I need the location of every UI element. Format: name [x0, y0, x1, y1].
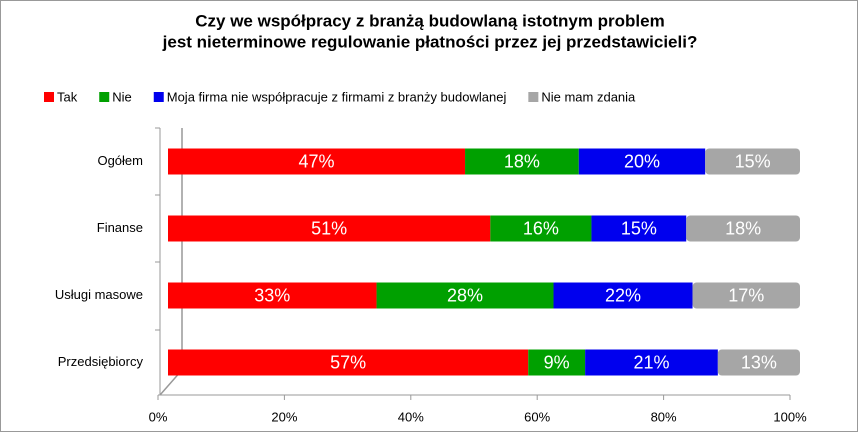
- bar-segment: [465, 148, 579, 175]
- value-label: 20%: [624, 151, 660, 171]
- chart-title: Czy we współpracy z branżą budowlaną ist…: [195, 11, 664, 30]
- bar-segment: [490, 215, 592, 242]
- y-tick-label: Finanse: [97, 220, 143, 235]
- legend-swatch: [528, 92, 539, 102]
- legend-swatch: [153, 92, 164, 102]
- legend-label: Nie mam zdania: [541, 89, 636, 104]
- x-tick-label: 20%: [271, 409, 297, 424]
- value-label: 21%: [633, 352, 669, 372]
- value-label: 57%: [330, 352, 366, 372]
- bar-segment: [578, 148, 706, 175]
- value-label: 13%: [741, 352, 777, 372]
- value-label: 22%: [605, 285, 641, 305]
- value-label: 16%: [523, 218, 559, 238]
- x-tick-label: 0%: [149, 409, 168, 424]
- bar-segment: [168, 215, 491, 242]
- bar-segment: [686, 215, 800, 242]
- bar-segment: [717, 349, 800, 376]
- bar-segment: [376, 282, 554, 309]
- x-tick-label: 80%: [651, 409, 677, 424]
- bar-segment: [168, 282, 377, 309]
- value-label: 17%: [728, 285, 764, 305]
- bar-segment: [705, 148, 800, 175]
- bar-segment: [168, 349, 529, 376]
- legend-swatch: [44, 92, 54, 102]
- x-tick-label: 100%: [773, 409, 807, 424]
- bar-segment: [168, 148, 466, 175]
- value-label: 18%: [725, 218, 761, 238]
- chart-title: jest nieterminowe regulowanie płatności …: [162, 32, 698, 51]
- bar-segment: [591, 215, 687, 242]
- bar-segment: [553, 282, 693, 309]
- value-label: 15%: [621, 218, 657, 238]
- x-tick-label: 60%: [524, 409, 550, 424]
- bar-segment: [528, 349, 586, 376]
- legend-label: Nie: [112, 89, 132, 104]
- bar-segment: [585, 349, 718, 376]
- value-label: 18%: [504, 151, 540, 171]
- y-tick-label: Ogółem: [97, 153, 143, 168]
- value-label: 15%: [735, 151, 771, 171]
- bar-segment: [692, 282, 800, 309]
- y-tick-label: Usługi masowe: [55, 287, 143, 302]
- value-label: 47%: [299, 151, 335, 171]
- legend-swatch: [99, 92, 110, 102]
- value-label: 28%: [447, 285, 483, 305]
- x-tick-label: 40%: [398, 409, 424, 424]
- legend-label: Tak: [57, 89, 78, 104]
- value-label: 33%: [254, 285, 290, 305]
- value-label: 51%: [311, 218, 347, 238]
- value-label: 9%: [544, 352, 570, 372]
- y-tick-label: Przedsiębiorcy: [58, 354, 144, 369]
- legend-label: Moja firma nie współpracuje z firmami z …: [167, 89, 507, 104]
